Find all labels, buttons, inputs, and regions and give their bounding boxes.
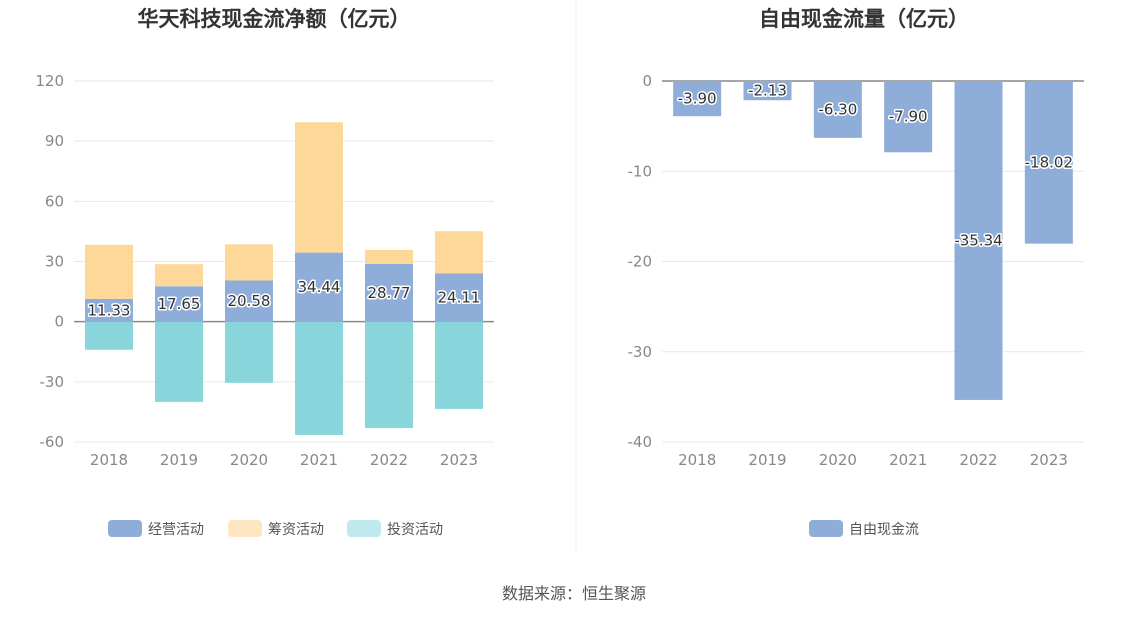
- bar-value-label: -2.13: [748, 82, 787, 100]
- x-tick-label: 2019: [748, 451, 786, 469]
- bar-investing: [365, 321, 413, 428]
- legend-label[interactable]: 经营活动: [148, 522, 204, 538]
- y-tick-label: -60: [40, 433, 65, 451]
- bar-investing: [85, 321, 133, 350]
- bar-value-label: 28.77: [368, 284, 411, 302]
- bar-value-label: -18.02: [1025, 153, 1073, 171]
- bar-free-cash-flow: [673, 81, 722, 117]
- bar-value-label: 24.11: [438, 288, 481, 306]
- x-tick-label: 2020: [230, 451, 268, 469]
- x-tick-label: 2021: [300, 451, 338, 469]
- bar-investing: [155, 321, 203, 402]
- y-tick-label: -40: [628, 433, 653, 451]
- bar-free-cash-flow: [743, 81, 792, 101]
- bar-financing: [155, 264, 203, 287]
- x-tick-label: 2022: [959, 451, 997, 469]
- bar-operating: [435, 273, 483, 322]
- bar-value-label: -6.30: [818, 100, 857, 118]
- bar-value-label: -7.90: [889, 108, 928, 126]
- x-tick-label: 2018: [90, 451, 128, 469]
- y-tick-label: 0: [642, 72, 652, 90]
- y-tick-label: 60: [45, 192, 64, 210]
- x-tick-label: 2023: [1030, 451, 1068, 469]
- x-tick-label: 2022: [370, 451, 408, 469]
- y-tick-label: -30: [628, 343, 653, 361]
- left-chart: 120 90 60 30 0 -30 -60 11.33 2018 17.65 2019 20.58 2…: [35, 72, 494, 538]
- right-chart-title: 自由现金流量（亿元）: [759, 7, 969, 31]
- bar-value-label: 11.33: [88, 301, 131, 319]
- y-tick-label: 30: [45, 253, 64, 271]
- x-tick-label: 2019: [160, 451, 198, 469]
- bar-financing: [225, 244, 273, 281]
- bar-investing: [435, 321, 483, 409]
- legend-swatch[interactable]: [228, 520, 262, 537]
- bar-financing: [435, 231, 483, 274]
- bar-operating: [225, 280, 273, 322]
- bar-free-cash-flow: [954, 81, 1003, 400]
- legend-swatch[interactable]: [347, 520, 381, 537]
- x-tick-label: 2023: [440, 451, 478, 469]
- y-tick-label: -20: [628, 253, 653, 271]
- bar-investing: [225, 321, 273, 383]
- legend-label[interactable]: 自由现金流: [849, 522, 919, 538]
- bar-free-cash-flow: [884, 81, 933, 153]
- bar-operating: [365, 263, 413, 322]
- bar-operating: [85, 298, 133, 322]
- y-tick-label: -30: [40, 373, 65, 391]
- y-tick-label: 120: [35, 72, 64, 90]
- bar-financing: [295, 122, 343, 253]
- bar-investing: [295, 321, 343, 435]
- legend-swatch[interactable]: [108, 520, 142, 537]
- bar-financing: [365, 249, 413, 264]
- bar-value-label: 20.58: [228, 292, 271, 310]
- bar-value-label: 34.44: [298, 278, 341, 296]
- bar-free-cash-flow: [813, 81, 862, 138]
- legend-label[interactable]: 投资活动: [387, 522, 443, 538]
- x-tick-label: 2020: [819, 451, 857, 469]
- bar-free-cash-flow: [1024, 81, 1073, 244]
- x-tick-label: 2021: [889, 451, 927, 469]
- right-chart: 0 -10 -20 -30 -40 -3.90 2018 -2.13 2019 -6.30 2020…: [628, 72, 1084, 538]
- y-tick-label: -10: [628, 162, 653, 180]
- y-tick-label: 90: [45, 132, 64, 150]
- bar-value-label: -3.90: [678, 90, 717, 108]
- legend-swatch[interactable]: [809, 520, 843, 537]
- y-tick-label: 0: [54, 313, 64, 331]
- left-chart-title: 华天科技现金流净额（亿元）: [138, 7, 411, 31]
- bar-operating: [155, 286, 203, 322]
- bar-value-label: -35.34: [954, 231, 1002, 249]
- bar-value-label: 17.65: [158, 295, 201, 313]
- bar-financing: [85, 244, 133, 299]
- data-source-note: 数据来源：恒生聚源: [501, 584, 646, 603]
- legend-label[interactable]: 筹资活动: [268, 521, 324, 538]
- bar-operating: [295, 252, 343, 322]
- x-tick-label: 2018: [678, 451, 716, 469]
